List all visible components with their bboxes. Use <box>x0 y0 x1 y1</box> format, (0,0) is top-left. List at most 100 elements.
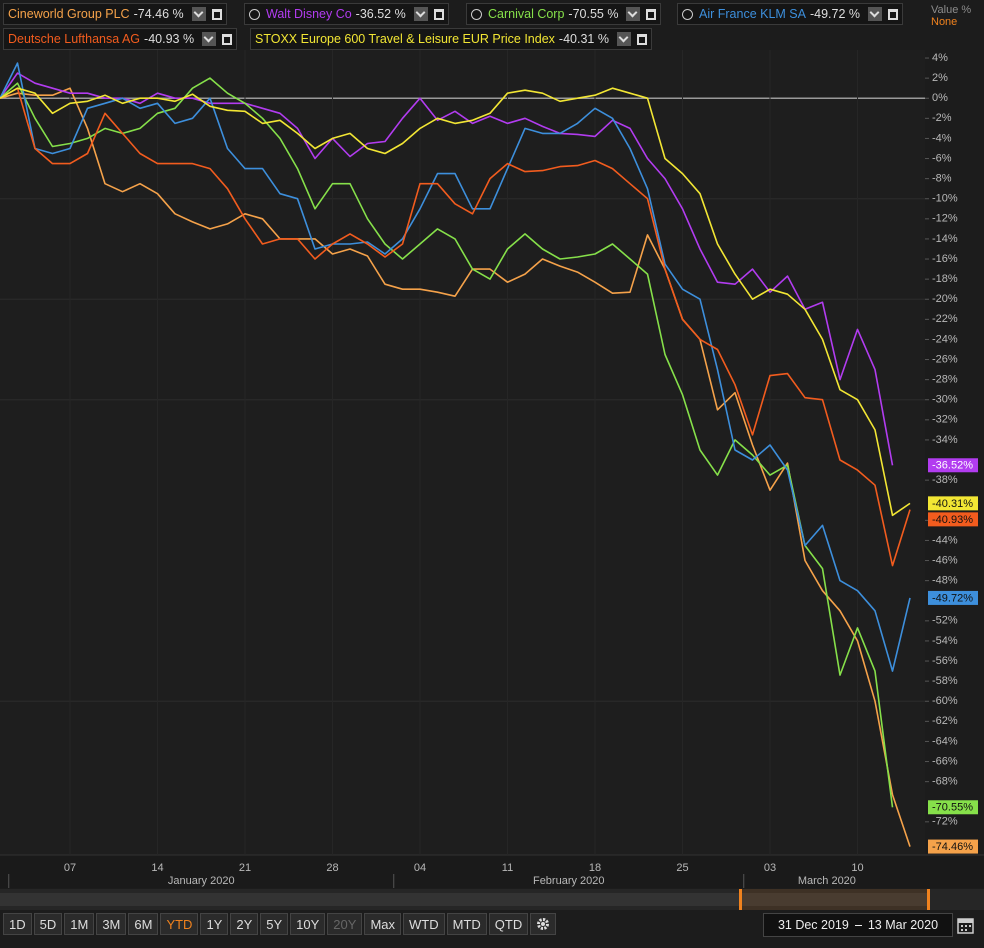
range-button[interactable]: 5D <box>33 913 63 935</box>
x-axis-area <box>0 855 984 888</box>
dropdown[interactable] <box>626 7 641 21</box>
legend-name: Walt Disney Co <box>266 7 352 21</box>
end-label-box <box>928 496 978 511</box>
y-tick-label: -10% <box>932 193 958 205</box>
y-tick-label: -8% <box>932 173 952 185</box>
end-label: -49.72% <box>932 592 973 604</box>
legend-name: STOXX Europe 600 Travel & Leisure EUR Pr… <box>255 32 555 46</box>
legend-value: -70.55 % <box>568 7 619 21</box>
end-label-box <box>928 590 978 605</box>
legend-name: Deutsche Lufthansa AG <box>8 32 141 46</box>
settings-button[interactable] <box>530 913 557 935</box>
y-tick-label: -52% <box>932 615 958 627</box>
delete-icon[interactable] <box>888 8 899 20</box>
legend-item[interactable]: Walt Disney Co -36.52 % <box>244 3 449 25</box>
range-button[interactable]: 5Y <box>260 913 289 935</box>
range-button[interactable]: WTD <box>403 913 445 935</box>
end-label: -36.52% <box>932 460 973 472</box>
calendar-icon[interactable] <box>956 916 976 936</box>
delete-icon[interactable] <box>433 8 444 20</box>
delete-icon[interactable] <box>636 33 647 45</box>
y-tick-label: -22% <box>932 313 958 325</box>
y-tick-label: -24% <box>932 333 958 345</box>
y-tick-label: -64% <box>932 735 958 747</box>
delete-icon[interactable] <box>222 33 233 45</box>
end-date: 13 Mar 2020 <box>867 918 939 932</box>
series-line <box>0 87 911 567</box>
end-label: -40.31% <box>932 498 973 510</box>
y-tick-label: -58% <box>932 675 958 687</box>
legend-name: Cineworld Group PLC <box>8 7 130 21</box>
legend-item[interactable]: STOXX Europe 600 Travel & Leisure EUR Pr… <box>250 28 652 50</box>
range-button[interactable]: QTD <box>488 913 529 935</box>
legend-value: -40.31 % <box>558 32 609 46</box>
range-button[interactable]: YTD <box>160 913 199 935</box>
clock-icon <box>249 8 260 20</box>
legend-item[interactable]: Deutsche Lufthansa AG -40.93 % <box>3 28 238 50</box>
range-button[interactable]: MTD <box>446 913 487 935</box>
legend-value: -49.72 % <box>809 7 861 21</box>
series-line <box>0 87 911 847</box>
legend-item[interactable]: Air France KLM SA -49.72 % <box>677 3 904 25</box>
dropdown[interactable] <box>202 32 217 46</box>
delete-icon[interactable] <box>211 8 222 20</box>
series-line <box>0 62 911 672</box>
y-tick-label: -46% <box>932 554 958 566</box>
y-tick-label: -34% <box>932 434 958 446</box>
y-tick-label: -6% <box>932 152 952 164</box>
y-tick-label: -14% <box>932 233 958 245</box>
end-label: -70.55% <box>932 802 973 814</box>
range-button[interactable]: 6M <box>128 913 159 935</box>
legend-item[interactable]: Carnival Corp -70.55 % <box>466 3 662 25</box>
date-range[interactable]: 31 Dec 2019 13 Mar 2020 <box>763 913 953 937</box>
range-button[interactable]: 2Y <box>230 913 259 935</box>
x-tick-label: 25 <box>676 862 688 874</box>
series-line <box>0 77 894 808</box>
y-tick-label: -66% <box>932 755 958 767</box>
y-tick-label: -30% <box>932 394 958 406</box>
y-tick-label: -20% <box>932 293 958 305</box>
dropdown[interactable] <box>191 7 206 21</box>
end-label: -40.93% <box>932 514 973 526</box>
range-button[interactable]: Max <box>364 913 401 935</box>
legend-item[interactable]: Cineworld Group PLC -74.46 % <box>3 3 227 25</box>
legend-value: -74.46 % <box>133 7 184 21</box>
y-tick-label: -44% <box>932 534 958 546</box>
range-button[interactable]: 1Y <box>200 913 229 935</box>
end-label-box <box>928 458 978 473</box>
dropdown[interactable] <box>868 7 883 21</box>
y-tick-label: -12% <box>932 213 958 225</box>
legend-value: -36.52 % <box>355 7 406 21</box>
month-label: January 2020 <box>168 875 235 887</box>
navigator-overview <box>0 893 930 906</box>
separator <box>854 924 862 926</box>
range-button[interactable]: 1M <box>64 913 95 935</box>
gear-icon <box>537 918 550 930</box>
end-label-box <box>928 800 978 815</box>
range-button[interactable]: 10Y <box>290 913 326 935</box>
y-tick-label: -68% <box>932 776 958 788</box>
range-button[interactable]: 3M <box>96 913 127 935</box>
dropdown[interactable] <box>616 32 631 46</box>
range-button[interactable]: 1D <box>3 913 32 935</box>
y-tick-label: -54% <box>932 635 958 647</box>
y-tick-label: -4% <box>932 132 952 144</box>
clock-icon <box>682 8 693 20</box>
x-tick-label: 28 <box>326 862 338 874</box>
range-button: 20Y <box>327 913 363 935</box>
y-tick-label: -60% <box>932 695 958 707</box>
end-label-box <box>928 839 978 854</box>
end-label-box <box>928 512 978 527</box>
legend-value: -40.93 % <box>144 32 195 46</box>
delete-icon[interactable] <box>646 8 657 20</box>
x-tick-label: 11 <box>502 862 513 874</box>
dropdown[interactable] <box>413 7 428 21</box>
axis-subtitle: None <box>931 16 957 28</box>
navigator-handle <box>927 889 930 910</box>
y-tick-label: -16% <box>932 253 958 265</box>
y-tick-label: -72% <box>932 816 958 828</box>
end-label: -74.46% <box>932 841 973 853</box>
y-tick-label: -26% <box>932 353 958 365</box>
y-tick-label: -38% <box>932 474 958 486</box>
y-tick-label: -62% <box>932 715 958 727</box>
